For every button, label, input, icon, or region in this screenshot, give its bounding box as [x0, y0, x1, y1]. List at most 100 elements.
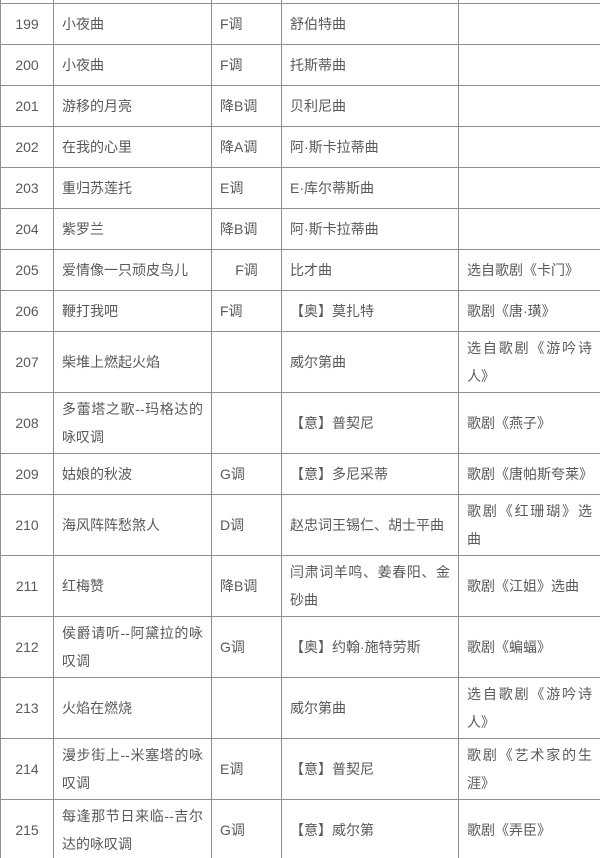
song-title-cell: 重归苏莲托: [53, 167, 212, 209]
table-row: 207 柴堆上燃起火焰 威尔第曲 选自歌剧《游吟诗人》: [0, 331, 600, 393]
song-source-cell: 歌剧《弄臣》: [458, 799, 600, 858]
song-title-cell: 在我的心里: [53, 126, 212, 168]
table-row: 210 海风阵阵愁煞人 D调 赵忠词王锡仁、胡士平曲 歌剧《红珊瑚》选曲: [0, 494, 600, 556]
song-number-cell: 203: [0, 167, 54, 209]
song-source-cell: [458, 167, 600, 209]
table-row: 204 紫罗兰 降B调 阿·斯卡拉蒂曲: [0, 208, 600, 250]
song-key-cell: G调: [211, 799, 282, 858]
table-row: 214 漫步街上--米塞塔的咏叹调 E调 【意】普契尼 歌剧《艺术家的生涯》: [0, 738, 600, 800]
song-key-cell: [211, 677, 282, 739]
song-composer-cell: 【意】普契尼: [281, 738, 459, 800]
song-title-cell: 多蕾塔之歌--玛格达的咏叹调: [53, 392, 212, 454]
song-number-cell: 210: [0, 494, 54, 556]
table-row: 215 每逢那节日来临--吉尔达的咏叹调 G调 【意】威尔第 歌剧《弄臣》: [0, 799, 600, 858]
song-source-cell: 选自歌剧《游吟诗人》: [458, 677, 600, 739]
song-title-cell: 漫步街上--米塞塔的咏叹调: [53, 738, 212, 800]
song-number-cell: 199: [0, 3, 54, 45]
song-source-cell: 歌剧《燕子》: [458, 392, 600, 454]
song-key-cell: G调: [211, 453, 282, 495]
table-row: 199 小夜曲 F调 舒伯特曲: [0, 3, 600, 45]
song-title-cell: 侯爵请听--阿黛拉的咏叹调: [53, 616, 212, 678]
table-row: 201 游移的月亮 降B调 贝利尼曲: [0, 85, 600, 127]
song-number-cell: 201: [0, 85, 54, 127]
song-title-cell: 爱情像一只顽皮鸟儿: [53, 249, 212, 291]
song-source-cell: 歌剧《红珊瑚》选曲: [458, 494, 600, 556]
song-composer-cell: 【意】威尔第: [281, 799, 459, 858]
table-row: 202 在我的心里 降A调 阿·斯卡拉蒂曲: [0, 126, 600, 168]
song-title-cell: 鞭打我吧: [53, 290, 212, 332]
table-row: 208 多蕾塔之歌--玛格达的咏叹调 【意】普契尼 歌剧《燕子》: [0, 392, 600, 454]
song-key-cell: E调: [211, 167, 282, 209]
song-composer-cell: 舒伯特曲: [281, 3, 459, 45]
song-source-cell: 歌剧《艺术家的生涯》: [458, 738, 600, 800]
song-source-cell: 歌剧《蝙蝠》: [458, 616, 600, 678]
song-source-cell: 选自歌剧《卡门》: [458, 249, 600, 291]
song-composer-cell: 贝利尼曲: [281, 85, 459, 127]
song-number-cell: 207: [0, 331, 54, 393]
song-title-cell: 红梅赞: [53, 555, 212, 617]
song-number-cell: 213: [0, 677, 54, 739]
table-row: 205 爱情像一只顽皮鸟儿 F调 比才曲 选自歌剧《卡门》: [0, 249, 600, 291]
song-number-cell: 206: [0, 290, 54, 332]
song-number-cell: 208: [0, 392, 54, 454]
song-source-cell: [458, 85, 600, 127]
song-composer-cell: 托斯蒂曲: [281, 44, 459, 86]
song-key-cell: F调: [211, 3, 282, 45]
song-composer-cell: E·库尔蒂斯曲: [281, 167, 459, 209]
song-key-cell: 降B调: [211, 85, 282, 127]
song-number-cell: 214: [0, 738, 54, 800]
song-rows: 199 小夜曲 F调 舒伯特曲 200 小夜曲 F调 托斯蒂曲 201 游移的月…: [0, 3, 600, 858]
song-title-cell: 海风阵阵愁煞人: [53, 494, 212, 556]
song-composer-cell: 【意】普契尼: [281, 392, 459, 454]
song-key-cell: F调: [211, 249, 282, 291]
song-source-cell: [458, 44, 600, 86]
song-number-cell: 215: [0, 799, 54, 858]
song-number-cell: 209: [0, 453, 54, 495]
song-title-cell: 火焰在燃烧: [53, 677, 212, 739]
song-composer-cell: 闫肃词羊鸣、姜春阳、金砂曲: [281, 555, 459, 617]
song-composer-cell: 阿·斯卡拉蒂曲: [281, 126, 459, 168]
song-composer-cell: 【奥】莫扎特: [281, 290, 459, 332]
table-row: 209 姑娘的秋波 G调 【意】多尼采蒂 歌剧《唐帕斯夸莱》: [0, 453, 600, 495]
song-number-cell: 200: [0, 44, 54, 86]
song-title-cell: 紫罗兰: [53, 208, 212, 250]
table-row: 206 鞭打我吧 F调 【奥】莫扎特 歌剧《唐·璜》: [0, 290, 600, 332]
song-source-cell: [458, 208, 600, 250]
song-composer-cell: 【奥】约翰·施特劳斯: [281, 616, 459, 678]
song-number-cell: 211: [0, 555, 54, 617]
table-row: 211 红梅赞 降B调 闫肃词羊鸣、姜春阳、金砂曲 歌剧《江姐》选曲: [0, 555, 600, 617]
song-key-cell: 降A调: [211, 126, 282, 168]
song-title-cell: 小夜曲: [53, 44, 212, 86]
song-title-cell: 姑娘的秋波: [53, 453, 212, 495]
song-number-cell: 212: [0, 616, 54, 678]
table-row: 212 侯爵请听--阿黛拉的咏叹调 G调 【奥】约翰·施特劳斯 歌剧《蝙蝠》: [0, 616, 600, 678]
song-key-cell: [211, 392, 282, 454]
song-number-cell: 205: [0, 249, 54, 291]
song-composer-cell: 赵忠词王锡仁、胡士平曲: [281, 494, 459, 556]
song-source-cell: 歌剧《唐·璜》: [458, 290, 600, 332]
song-source-cell: 歌剧《江姐》选曲: [458, 555, 600, 617]
song-key-cell: 降B调: [211, 208, 282, 250]
song-title-cell: 游移的月亮: [53, 85, 212, 127]
song-source-cell: [458, 126, 600, 168]
song-key-cell: E调: [211, 738, 282, 800]
table-row: 213 火焰在燃烧 威尔第曲 选自歌剧《游吟诗人》: [0, 677, 600, 739]
song-key-cell: F调: [211, 290, 282, 332]
song-key-cell: 降B调: [211, 555, 282, 617]
song-number-cell: 204: [0, 208, 54, 250]
song-title-cell: 小夜曲: [53, 3, 212, 45]
song-composer-cell: 比才曲: [281, 249, 459, 291]
song-composer-cell: 阿·斯卡拉蒂曲: [281, 208, 459, 250]
song-source-cell: 歌剧《唐帕斯夸莱》: [458, 453, 600, 495]
song-key-cell: D调: [211, 494, 282, 556]
table-row: 203 重归苏莲托 E调 E·库尔蒂斯曲: [0, 167, 600, 209]
song-composer-cell: 威尔第曲: [281, 677, 459, 739]
song-composer-cell: 【意】多尼采蒂: [281, 453, 459, 495]
song-title-cell: 柴堆上燃起火焰: [53, 331, 212, 393]
song-key-cell: F调: [211, 44, 282, 86]
song-key-cell: [211, 331, 282, 393]
song-source-cell: [458, 3, 600, 45]
song-source-cell: 选自歌剧《游吟诗人》: [458, 331, 600, 393]
